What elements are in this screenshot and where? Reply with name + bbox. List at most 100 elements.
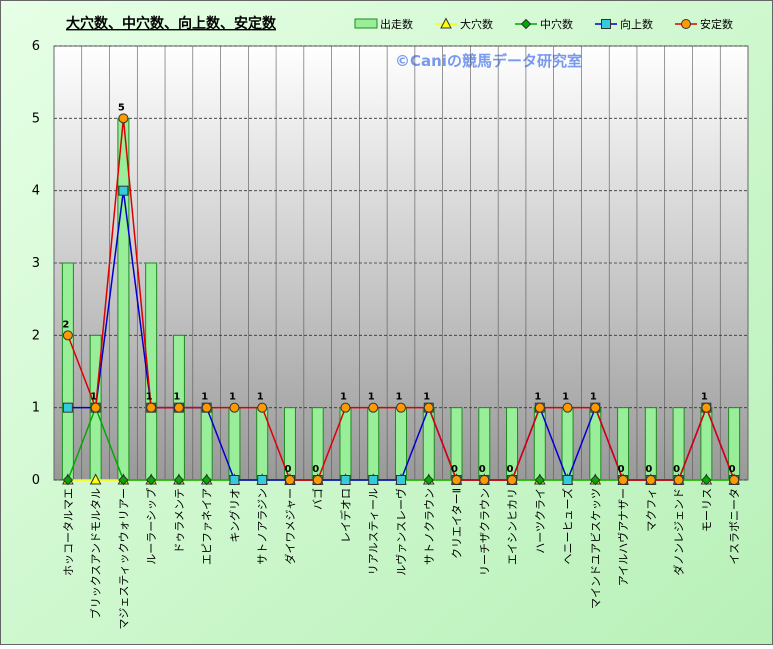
y-tick-label: 5 [32,111,40,126]
data-label: 1 [534,392,541,403]
data-label: 1 [201,392,208,403]
marker [118,185,129,196]
x-tick-label: マクフィ [645,488,658,532]
data-label: 0 [618,464,625,475]
data-label: 2 [62,319,69,330]
data-label: 0 [673,464,680,475]
x-tick-label: バゴ [311,488,325,510]
data-label: 1 [562,392,569,403]
marker [520,18,532,30]
x-tick-label: リアルスティール [367,488,380,575]
marker [118,474,129,486]
y-tick-label: 2 [32,328,40,343]
x-tick-label: エピファネイア [201,488,214,565]
marker [451,475,462,485]
marker [340,475,351,485]
marker [396,475,406,485]
data-label: 0 [284,464,291,475]
y-tick-label: 0 [32,473,40,488]
x-tick-label: ダイワメジャー [283,488,297,564]
marker [645,475,656,485]
marker [479,475,490,485]
x-tick-label: ブリックスアンドモルタル [89,488,103,619]
legend-swatch [354,18,378,29]
x-tick-label: ルヴァンスレーヴ [394,488,408,576]
legend-label: 安定数 [700,17,733,31]
x-tick-label: リーチザクラウン [478,488,491,576]
marker [173,402,184,413]
y-tick-label: 1 [32,401,40,416]
chart-title: 大穴数、中穴数、向上数、安定数 [66,15,277,32]
marker [562,402,573,413]
marker [423,474,434,486]
marker [229,402,240,413]
marker [590,402,601,413]
data-label: 1 [257,392,264,403]
marker [340,402,351,413]
x-tick-label: マインドユアビスケッツ [589,488,602,609]
x-tick-label: サトノクラウン [423,488,436,565]
legend-label: 出走数 [380,17,413,31]
x-tick-label: ヘニーヒューズ [561,488,575,564]
marker [396,402,406,413]
x-tick-label: ハーツクライ [534,488,547,554]
y-tick-label: 4 [32,184,40,199]
marker [681,19,691,29]
data-label: 1 [396,392,403,403]
data-label: 0 [645,464,652,475]
marker [62,330,73,341]
marker [423,402,434,413]
watermark: ©Caniの競馬データ研究室 [395,52,582,70]
marker [90,402,101,413]
marker [701,474,712,486]
x-tick-label: ルーラーシップ [145,488,158,565]
marker [284,475,295,485]
bar [61,262,74,481]
marker [145,474,157,486]
data-label: 1 [146,392,153,403]
data-label: 0 [479,464,486,475]
bar [367,407,380,481]
marker [534,474,546,486]
x-tick-label: レイデオロ [338,488,352,543]
marker [590,474,601,486]
data-label: 1 [423,392,430,403]
x-tick-label: サトノアラジン [256,488,269,565]
data-label: 1 [701,392,708,403]
marker [201,474,212,486]
x-tick-label: キングリオ [227,488,241,543]
x-tick-label: クリエイターⅡ [451,488,464,559]
marker [368,402,379,413]
data-label: 1 [368,392,375,403]
marker [146,402,157,413]
legend-label: 大穴数 [460,17,493,31]
data-label: 1 [340,392,347,403]
marker [440,17,452,29]
marker [173,474,185,486]
marker [312,475,323,485]
data-label: 0 [451,464,458,475]
marker [673,475,684,485]
marker [618,475,629,485]
x-tick-label: マジェスティックウォリアー [117,488,130,630]
marker [201,402,212,413]
data-label: 5 [118,102,125,113]
data-label: 0 [507,464,514,475]
marker [89,473,102,485]
x-tick-label: モーリス [700,488,713,532]
data-label: 0 [312,464,319,475]
x-tick-label: アイルハヴアナザー [616,488,630,586]
marker [729,475,740,485]
bar [117,117,130,481]
marker [701,402,712,413]
marker [601,19,611,29]
marker [62,402,73,413]
marker [257,475,268,485]
data-label: 1 [90,392,97,403]
y-tick-label: 6 [32,39,40,54]
x-tick-label: ドゥラメンテ [173,488,186,554]
marker [62,474,74,486]
marker [562,475,573,485]
marker [507,475,518,485]
